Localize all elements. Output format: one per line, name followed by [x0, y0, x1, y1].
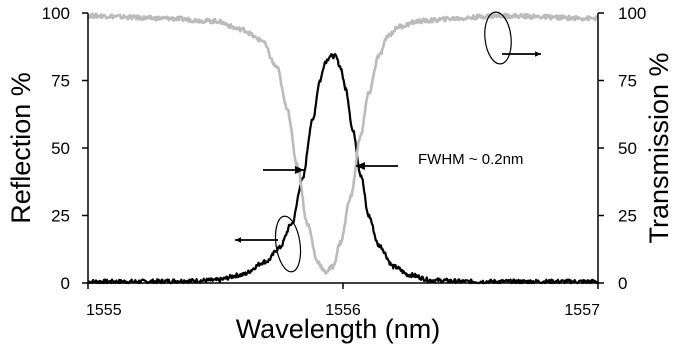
- right-y-tick-label: 50: [618, 139, 637, 158]
- transmission-axis-pointer-arrow: [502, 51, 541, 57]
- right-y-tick-label: 100: [618, 4, 646, 23]
- reflection-axis-pointer-arrow: [235, 237, 278, 243]
- right-y-tick-label: 75: [618, 72, 637, 91]
- arrow-head: [235, 237, 241, 243]
- x-axis-title: Wavelength (nm): [236, 314, 441, 344]
- fwhm-right-arrow: [356, 161, 398, 171]
- left-y-tick-label: 50: [51, 139, 70, 158]
- right-y-tick-label: 0: [618, 274, 627, 293]
- axis-labels: Wavelength (nm) Reflection % Transmissio…: [6, 52, 674, 344]
- fwhm-left-arrow: [263, 165, 304, 175]
- left-y-tick-label: 25: [51, 207, 70, 226]
- left-y-tick-label: 0: [61, 274, 70, 293]
- left-y-tick-label: 100: [42, 4, 70, 23]
- right-y-tick-label: 25: [618, 207, 637, 226]
- arrow-head: [356, 161, 365, 171]
- transmission-series-indicator-ellipse: [484, 11, 512, 65]
- annotations: [235, 11, 541, 273]
- arrow-head: [535, 51, 541, 57]
- left-y-axis-title: Reflection %: [6, 72, 36, 224]
- arrow-head: [295, 165, 304, 175]
- reflection-series-indicator-ellipse: [274, 215, 302, 273]
- plot-area: [86, 12, 599, 285]
- transmission-series-line: [86, 12, 599, 275]
- x-tick-label: 1556: [325, 302, 361, 319]
- fwhm-annotation: FWHM ~ 0.2nm: [418, 151, 523, 168]
- x-tick-label: 1557: [564, 302, 600, 319]
- left-y-tick-label: 75: [51, 72, 70, 91]
- right-y-axis-title: Transmission %: [644, 52, 674, 243]
- reflection-series-line: [87, 52, 599, 285]
- axes: 1555 1556 1557 0 25 50 75 100 0 25 50 75 100: [42, 4, 647, 319]
- x-tick-label: 1555: [86, 302, 122, 319]
